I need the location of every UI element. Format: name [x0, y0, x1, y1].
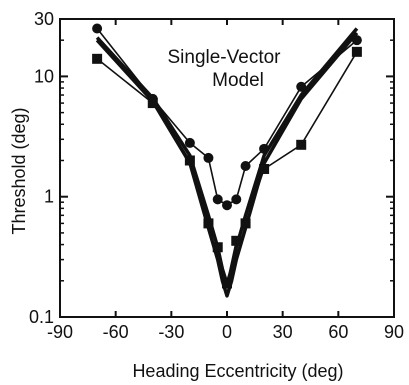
series-2-point	[296, 139, 307, 150]
x-tick-label: 90	[384, 322, 404, 342]
series-2-point	[240, 218, 251, 229]
series-2-point	[212, 242, 223, 253]
series-2-point	[351, 46, 362, 57]
annotation-line-1: Single-Vector	[167, 47, 281, 68]
x-tick-label: 0	[222, 322, 232, 342]
series-1-point	[92, 23, 103, 34]
series-2-point	[222, 278, 232, 289]
series-1-point	[351, 35, 362, 46]
series-1-point	[240, 160, 251, 171]
y-axis-title: Threshold (deg)	[9, 107, 29, 234]
x-tick-label: 30	[273, 322, 293, 342]
x-tick-label: -30	[158, 322, 184, 342]
y-tick-label: 10	[34, 66, 54, 86]
series-1-point	[184, 137, 195, 148]
annotation-line-2: Model	[212, 70, 264, 91]
x-tick-label: -90	[47, 322, 73, 342]
series-1-point	[296, 81, 307, 92]
series-1-point	[212, 194, 223, 205]
series-2-point	[259, 163, 270, 174]
series-2-point	[203, 218, 214, 229]
series-2-point	[147, 98, 158, 109]
x-tick-label: 60	[328, 322, 348, 342]
series-2-point	[184, 155, 195, 166]
series-1-point	[259, 143, 270, 154]
series-1-point	[203, 152, 214, 163]
series-1-point	[222, 200, 232, 211]
series-2-point	[231, 235, 242, 246]
y-tick-label: 1	[44, 187, 54, 207]
y-tick-label: 30	[34, 9, 54, 29]
series-1-point	[231, 194, 242, 205]
series-2-point	[92, 53, 103, 64]
x-axis-title: Heading Eccentricity (deg)	[132, 361, 343, 381]
y-tick-label: 0.1	[29, 307, 54, 327]
x-tick-label: -60	[103, 322, 129, 342]
